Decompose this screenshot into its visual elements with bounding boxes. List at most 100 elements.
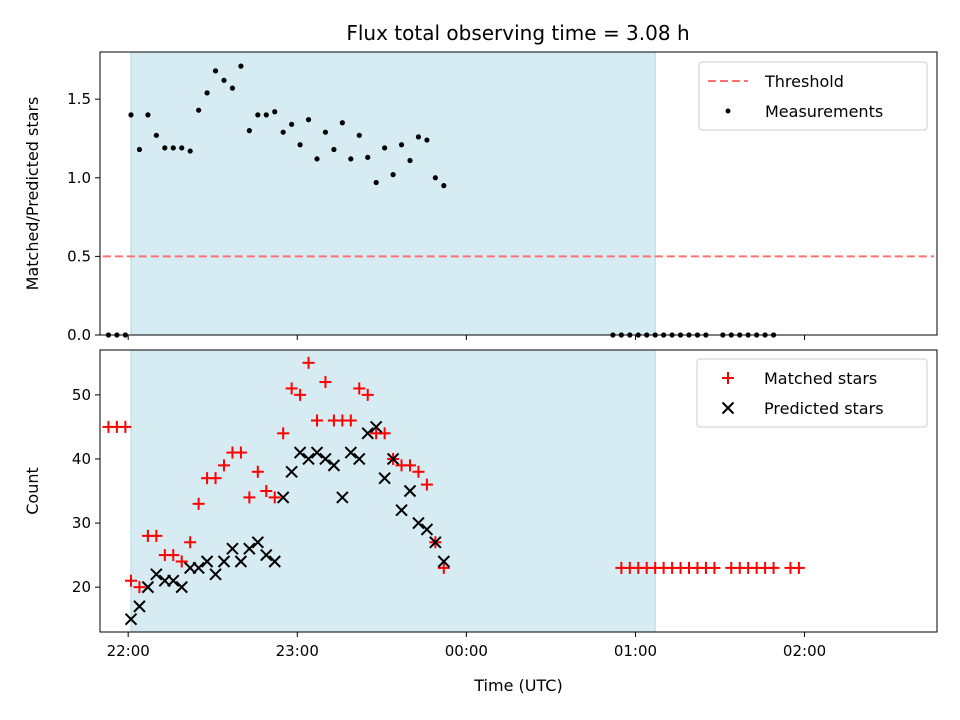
star-count-marks <box>102 356 805 626</box>
predicted-stars-point <box>124 612 138 626</box>
measurement-point <box>314 156 320 162</box>
predicted-stars-point <box>150 568 163 581</box>
predicted-stars-point <box>167 574 180 587</box>
predicted-stars-point-b <box>192 561 205 575</box>
matched-stars-point <box>260 485 273 497</box>
measurement-point <box>136 146 143 153</box>
measurement-point <box>221 77 227 83</box>
predicted-stars-point <box>336 491 349 504</box>
predicted-stars-point-b <box>133 600 146 613</box>
predicted-stars-point-b <box>302 452 315 466</box>
y-tick-label: 40 <box>72 450 91 468</box>
measurement-point <box>255 112 261 118</box>
predicted-stars-point-b <box>141 580 155 594</box>
predicted-stars-legend-label: Predicted stars <box>764 399 884 418</box>
predicted-stars-point <box>319 452 332 466</box>
predicted-stars-point-b <box>276 491 290 504</box>
threshold-legend-label: Threshold <box>764 72 844 91</box>
predicted-stars-point-b <box>369 420 383 434</box>
predicted-stars-point-b <box>200 555 214 568</box>
predicted-stars-point-b <box>378 471 391 485</box>
predicted-stars-point <box>200 555 214 568</box>
x-tick-label: 22:00 <box>107 642 150 660</box>
predicted-stars-point-b <box>226 542 239 555</box>
predicted-stars-point <box>412 516 425 530</box>
predicted-stars-point-b <box>285 465 298 478</box>
predicted-stars-point <box>302 452 315 466</box>
measurement-point <box>356 132 362 138</box>
predicted-stars-point-b <box>268 555 281 568</box>
predicted-stars-point-b <box>175 580 188 594</box>
predicted-stars-point <box>192 561 205 575</box>
measurement-point <box>128 112 134 118</box>
matched-stars-point <box>420 478 433 491</box>
predicted-stars-point-b <box>243 542 256 555</box>
predicted-stars-point <box>310 446 324 459</box>
measurement-point <box>390 172 396 178</box>
measurement-point <box>322 129 329 135</box>
measurement-point <box>348 156 354 162</box>
flux-ratio-panel: 0.0 0.5 1.0 1.5 Matched/Predicted stars Thr… <box>23 51 938 344</box>
measurement-point <box>398 142 405 148</box>
predicted-stars-point-b <box>336 491 349 504</box>
matched-stars-point <box>412 465 425 478</box>
predicted-stars-point <box>260 548 273 562</box>
measurement-point <box>339 120 345 126</box>
predicted-stars-point <box>133 600 146 613</box>
measurements-legend-label: Measurements <box>765 102 883 121</box>
measurement-point <box>415 134 422 140</box>
predicted-stars-point-b <box>293 446 307 459</box>
matched-stars-point <box>311 414 323 427</box>
matched-stars-point <box>251 465 264 478</box>
predicted-stars-point <box>175 580 188 594</box>
matched-stars-point <box>285 382 298 395</box>
predicted-stars-point-b <box>327 459 341 472</box>
predicted-stars-point <box>429 536 442 549</box>
predicted-stars-point <box>403 484 417 498</box>
measurement-point <box>441 183 447 189</box>
bottom-axes-frame <box>99 349 938 633</box>
matched-stars-point <box>792 561 805 574</box>
chart-title: Flux total observing time = 3.08 h <box>346 21 689 45</box>
predicted-stars-point-b <box>395 504 408 517</box>
predicted-stars-point <box>327 459 341 472</box>
measurement-point <box>238 63 244 69</box>
matched-stars-point <box>437 561 450 574</box>
matched-stars-point <box>268 491 281 504</box>
matched-stars-point <box>209 472 222 485</box>
predicted-stars-point <box>226 542 239 555</box>
predicted-stars-point <box>285 465 298 478</box>
measurement-point <box>263 112 269 118</box>
bottom-y-axis-label: Count <box>23 467 42 515</box>
bottom-x-ticks: 22:00 23:00 00:00 01:00 02:00 <box>107 632 826 660</box>
y-tick-label: 1.0 <box>67 169 91 187</box>
y-tick-label: 0.5 <box>67 247 91 265</box>
predicted-stars-point-b <box>386 452 400 466</box>
predicted-stars-point <box>251 536 265 549</box>
predicted-stars-point <box>344 446 358 459</box>
measurement-point <box>170 145 176 151</box>
measurement-point <box>331 146 337 153</box>
measurements-legend-swatch <box>725 108 731 114</box>
predicted-stars-point-b <box>310 446 324 459</box>
measurement-point <box>145 112 151 118</box>
predicted-stars-point <box>141 580 155 594</box>
matched-stars-point <box>175 555 188 568</box>
matched-stars-point <box>234 446 247 459</box>
predicted-stars-point <box>369 420 383 434</box>
matched-stars-point <box>767 561 780 574</box>
predicted-stars-point-b <box>420 523 434 536</box>
predicted-stars-point-b <box>209 568 222 581</box>
measurement-point <box>365 154 371 160</box>
predicted-stars-point-b <box>124 612 138 626</box>
matched-stars-point <box>277 427 290 440</box>
top-y-ticks: 0.0 0.5 1.0 1.5 <box>67 90 100 344</box>
predicted-stars-point-b <box>403 484 417 498</box>
predicted-stars-point-b <box>150 568 163 581</box>
predicted-stars-point <box>437 555 451 568</box>
measurement-point <box>162 145 168 151</box>
measurement-point <box>179 145 185 151</box>
matched-stars-point <box>353 382 366 395</box>
top-legend: Threshold Measurements <box>698 61 928 131</box>
